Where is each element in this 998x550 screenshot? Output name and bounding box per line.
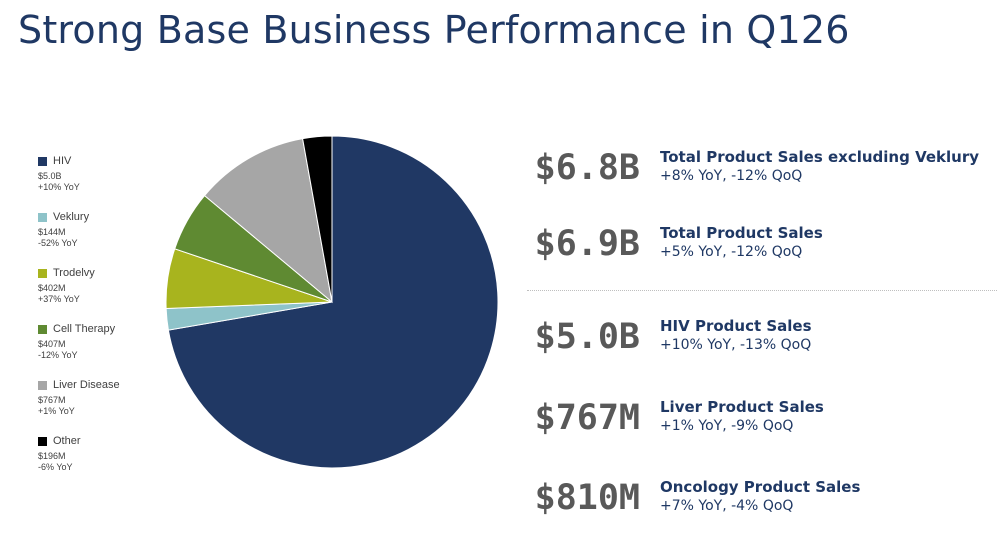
legend-head: Veklury xyxy=(38,211,158,223)
legend-item-trodelvy: Trodelvy $402M +37% YoY xyxy=(38,267,158,323)
metric-row: $5.0B HIV Product Sales +10% YoY, -13% QoQ xyxy=(500,317,990,377)
legend-change: +1% YoY xyxy=(38,406,75,416)
metric-row: $767M Liver Product Sales +1% YoY, -9% QoQ xyxy=(500,398,990,458)
legend-change: +37% YoY xyxy=(38,294,80,304)
legend-head: Other xyxy=(38,435,158,447)
metric-value: $810M xyxy=(534,478,640,518)
pie-slice-liver-disease xyxy=(203,138,333,304)
legend-change: +10% YoY xyxy=(38,182,80,192)
legend-item-cell-therapy: Cell Therapy $407M -12% YoY xyxy=(38,323,158,379)
page-title: Strong Base Business Performance in Q126 xyxy=(18,8,850,52)
metric-change: +7% YoY, -4% QoQ xyxy=(660,498,794,514)
metric-row: $6.9B Total Product Sales +5% YoY, -12% Qo… xyxy=(500,224,990,284)
metric-value: $6.8B xyxy=(534,148,640,188)
legend-name: Trodelvy xyxy=(53,267,95,279)
metric-label: HIV Product Sales xyxy=(660,317,812,335)
pie-slice-hiv xyxy=(167,135,499,469)
pie-slice-other xyxy=(302,135,333,303)
legend-item-hiv: HIV $5.0B +10% YoY xyxy=(38,155,158,211)
legend-change: -6% YoY xyxy=(38,462,73,472)
legend-change: -52% YoY xyxy=(38,238,78,248)
legend-swatch xyxy=(38,156,47,166)
metric-change: +10% YoY, -13% QoQ xyxy=(660,337,812,353)
legend-item-veklury: Veklury $144M -52% YoY xyxy=(38,211,158,267)
legend-value: $407M xyxy=(38,339,66,349)
legend-swatch xyxy=(38,436,47,446)
metric-change: +1% YoY, -9% QoQ xyxy=(660,418,794,434)
legend-head: Cell Therapy xyxy=(38,323,158,335)
legend-swatch xyxy=(38,380,47,390)
legend-swatch xyxy=(38,268,47,278)
chart-legend: HIV $5.0B +10% YoY Veklury $144M -52% YoY Trod… xyxy=(38,155,158,491)
legend-name: Liver Disease xyxy=(53,379,120,391)
metric-value: $6.9B xyxy=(534,224,640,264)
metric-label: Liver Product Sales xyxy=(660,398,824,416)
metrics-divider xyxy=(527,290,997,291)
metric-value: $5.0B xyxy=(534,317,640,357)
legend-swatch xyxy=(38,212,47,222)
legend-item-other: Other $196M -6% YoY xyxy=(38,435,158,491)
legend-value: $144M xyxy=(38,227,66,237)
metric-label: Total Product Sales excluding Veklury xyxy=(660,148,979,166)
legend-change: -12% YoY xyxy=(38,350,78,360)
legend-head: Liver Disease xyxy=(38,379,158,391)
legend-swatch xyxy=(38,324,47,334)
metric-change: +8% YoY, -12% QoQ xyxy=(660,168,803,184)
metric-row: $6.8B Total Product Sales excluding Veklu… xyxy=(500,148,990,208)
metric-label: Total Product Sales xyxy=(660,224,823,242)
legend-value: $5.0B xyxy=(38,171,62,181)
legend-name: Cell Therapy xyxy=(53,323,116,335)
legend-name: Veklury xyxy=(53,211,90,223)
legend-value: $402M xyxy=(38,283,66,293)
legend-name: Other xyxy=(53,435,81,447)
legend-head: Trodelvy xyxy=(38,267,158,279)
legend-name: HIV xyxy=(53,155,72,167)
legend-value: $767M xyxy=(38,395,66,405)
legend-value: $196M xyxy=(38,451,66,461)
metric-row: $810M Oncology Product Sales +7% YoY, -4% … xyxy=(500,478,990,538)
metric-change: +5% YoY, -12% QoQ xyxy=(660,244,803,260)
metric-label: Oncology Product Sales xyxy=(660,478,861,496)
legend-item-liver-disease: Liver Disease $767M +1% YoY xyxy=(38,379,158,435)
legend-head: HIV xyxy=(38,155,158,167)
metric-value: $767M xyxy=(534,398,640,438)
